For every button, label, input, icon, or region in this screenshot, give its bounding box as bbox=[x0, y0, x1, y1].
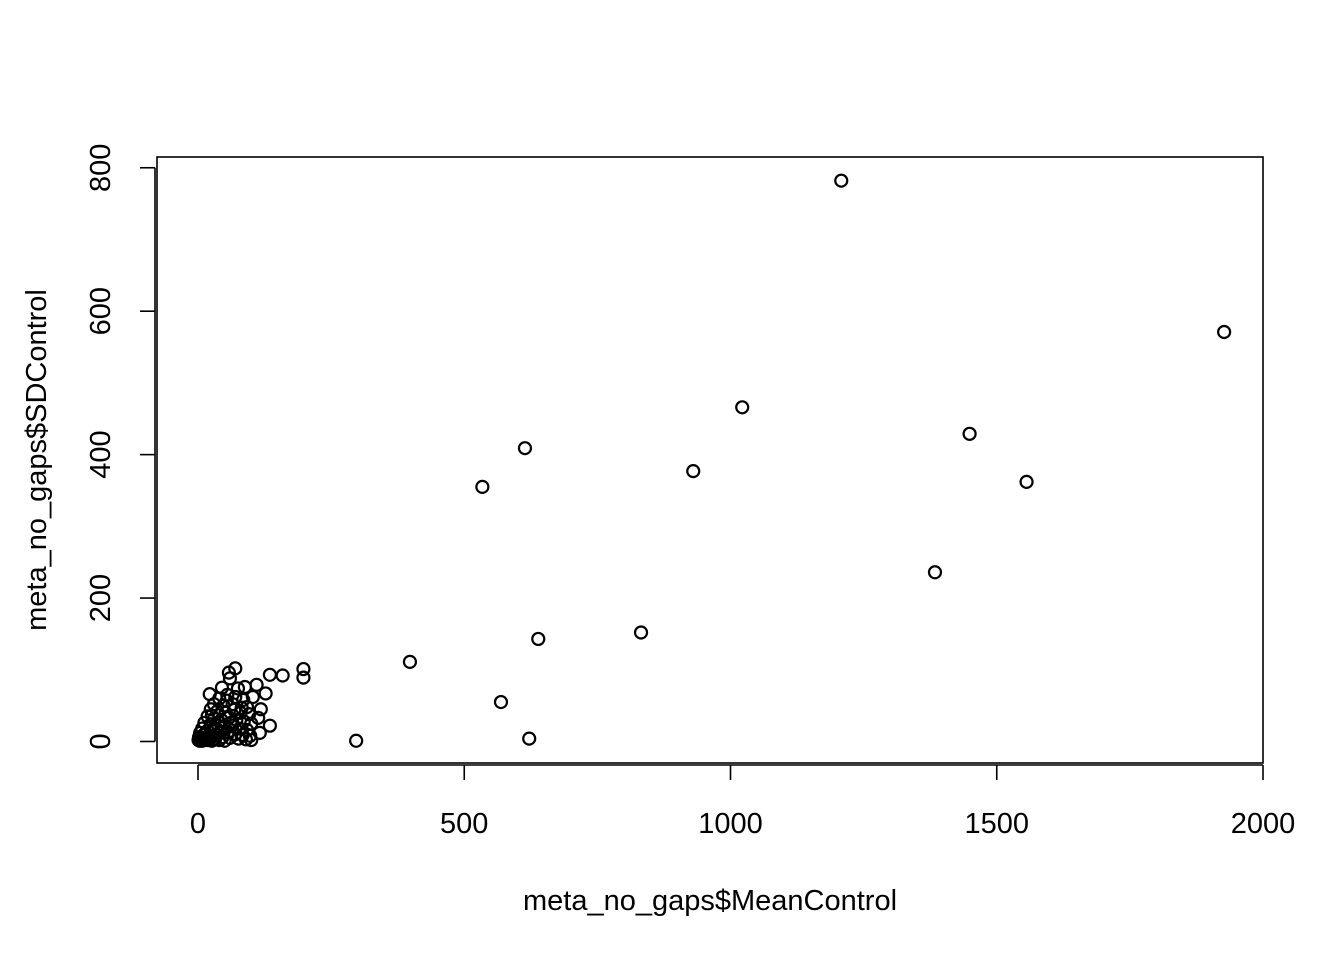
data-point bbox=[217, 733, 232, 748]
x-tick-label: 1500 bbox=[964, 808, 1029, 840]
y-tick-label: 400 bbox=[85, 430, 117, 478]
data-point bbox=[219, 693, 234, 708]
y-tick-label: 600 bbox=[85, 287, 117, 335]
data-point bbox=[735, 400, 750, 415]
plot-frame bbox=[156, 156, 1264, 764]
data-point bbox=[245, 689, 260, 705]
data-point bbox=[1019, 474, 1034, 489]
data-point bbox=[223, 715, 239, 730]
data-point bbox=[262, 718, 277, 733]
data-point bbox=[493, 694, 509, 710]
data-point bbox=[244, 732, 259, 748]
data-point bbox=[686, 464, 701, 479]
data-point bbox=[517, 441, 533, 456]
data-point bbox=[927, 565, 943, 580]
data-point bbox=[230, 681, 246, 696]
x-tick-label: 500 bbox=[440, 808, 488, 840]
data-point bbox=[252, 725, 267, 740]
data-point bbox=[522, 731, 537, 746]
data-point bbox=[249, 677, 264, 692]
y-axis-label: meta_no_gaps$SDControl bbox=[21, 289, 53, 631]
y-tick-label: 0 bbox=[85, 733, 117, 749]
data-point bbox=[203, 702, 218, 717]
data-point bbox=[1217, 324, 1232, 340]
data-point bbox=[221, 665, 236, 680]
x-axis-label: meta_no_gaps$MeanControl bbox=[523, 885, 897, 917]
data-point bbox=[258, 686, 273, 701]
data-point bbox=[962, 426, 977, 441]
data-points bbox=[191, 173, 1232, 748]
data-point bbox=[262, 667, 277, 682]
data-point bbox=[402, 654, 418, 669]
data-point bbox=[633, 625, 649, 640]
x-tick-label: 0 bbox=[190, 808, 206, 840]
data-point bbox=[475, 479, 490, 494]
x-tick-label: 2000 bbox=[1231, 808, 1296, 840]
data-point bbox=[531, 631, 546, 647]
data-point bbox=[234, 700, 249, 715]
y-tick-label: 200 bbox=[85, 574, 117, 622]
data-point bbox=[195, 733, 210, 748]
data-point bbox=[238, 732, 254, 747]
data-point bbox=[275, 668, 290, 683]
data-point bbox=[349, 733, 364, 748]
data-point bbox=[253, 702, 268, 717]
data-point bbox=[204, 708, 219, 723]
data-point bbox=[222, 671, 238, 686]
y-tick-label: 800 bbox=[85, 144, 117, 192]
x-tick-label: 1000 bbox=[698, 808, 763, 840]
data-point bbox=[209, 721, 224, 736]
data-point bbox=[296, 661, 311, 677]
x-axis: 0 500 1000 1500 2000 bbox=[190, 764, 1296, 840]
data-point bbox=[198, 730, 214, 745]
y-axis: 0 200 400 600 800 bbox=[85, 144, 156, 750]
data-point bbox=[834, 173, 849, 188]
data-point bbox=[296, 670, 311, 685]
